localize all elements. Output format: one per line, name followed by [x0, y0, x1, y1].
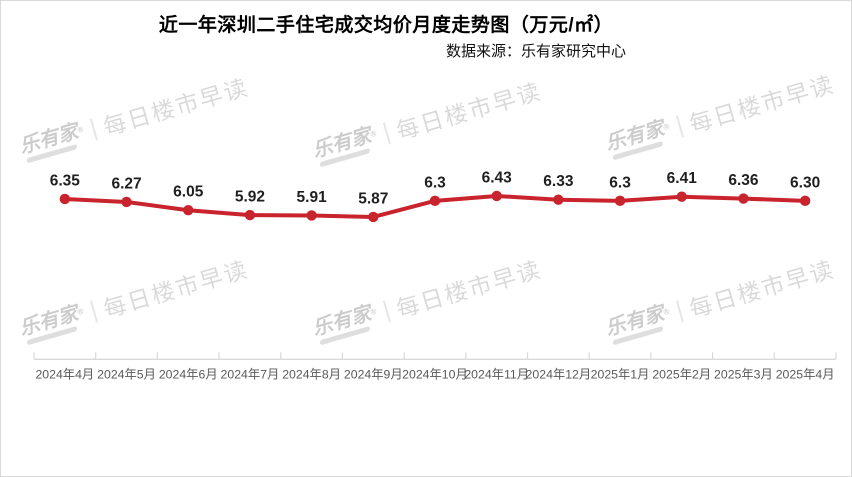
- data-source-note: 数据来源：乐有家研究中心: [445, 43, 626, 60]
- x-tick-label: 2024年10月: [402, 368, 468, 382]
- x-tick-label: 2024年4月: [35, 368, 94, 382]
- data-label: 6.27: [111, 175, 141, 192]
- x-tick-label: 2024年8月: [282, 368, 341, 382]
- data-point: [244, 209, 256, 221]
- data-point: [368, 211, 379, 223]
- x-tick-label: 2025年1月: [591, 368, 650, 382]
- x-tick-label: 2024年5月: [97, 368, 156, 382]
- data-point: [121, 196, 132, 208]
- x-tick-label: 2024年6月: [159, 368, 218, 382]
- x-tick-label: 2024年12月: [526, 368, 592, 382]
- data-label: 6.3: [424, 174, 446, 191]
- data-point: [183, 205, 194, 216]
- data-label: 6.36: [728, 172, 759, 189]
- data-point: [306, 210, 317, 221]
- data-label: 6.30: [790, 174, 820, 191]
- data-point: [553, 194, 564, 205]
- data-label: 6.43: [482, 169, 513, 186]
- data-label: 6.33: [543, 173, 574, 190]
- x-tick-label: 2025年4月: [776, 368, 835, 382]
- x-tick-label: 2024年9月: [344, 368, 403, 382]
- data-label: 5.92: [235, 189, 265, 206]
- data-point: [429, 195, 441, 207]
- data-point: [491, 190, 502, 202]
- data-label: 5.91: [297, 189, 328, 206]
- data-label: 6.3: [609, 174, 631, 191]
- x-tick-label: 2024年11月: [464, 368, 529, 382]
- x-tick-label: 2025年2月: [652, 368, 711, 382]
- x-tick-label: 2024年7月: [221, 368, 280, 382]
- data-label: 6.35: [50, 172, 81, 189]
- data-point: [614, 195, 626, 207]
- data-point: [59, 193, 71, 205]
- x-tick-label: 2025年3月: [714, 368, 773, 382]
- data-point: [799, 195, 811, 207]
- data-label: 5.87: [358, 190, 388, 207]
- data-point: [738, 193, 749, 204]
- data-label: 6.05: [173, 184, 204, 201]
- data-point: [676, 191, 687, 202]
- chart-title: 近一年深圳二手住宅成交均价月度走势图（万元/㎡）: [158, 15, 614, 36]
- data-label: 6.41: [667, 170, 698, 187]
